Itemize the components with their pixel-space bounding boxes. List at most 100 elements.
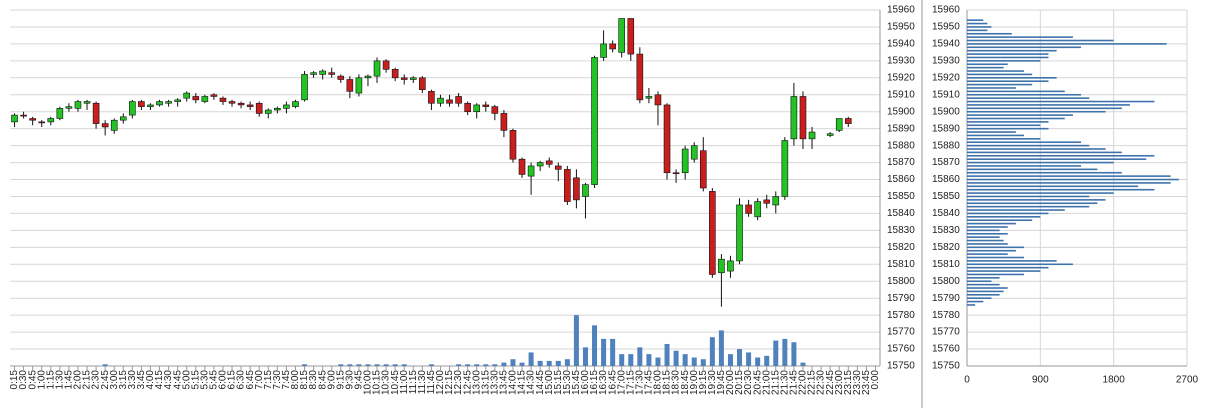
profile-bar <box>967 171 1122 174</box>
volume-bar <box>555 360 561 366</box>
candle-body <box>428 91 435 104</box>
x-tick-label: 21:30 <box>779 370 790 395</box>
volume-bar <box>483 364 489 366</box>
candle-body <box>690 145 698 160</box>
profile-bar <box>967 256 1025 259</box>
x-tick-label: 19:15 <box>698 370 709 395</box>
profile-bar <box>967 232 1008 235</box>
volume-bar <box>510 359 516 366</box>
profile-bar <box>967 304 976 306</box>
profile-bar <box>967 168 1098 171</box>
profile-bar <box>967 141 1082 144</box>
candle-body <box>763 199 771 204</box>
candle-body <box>727 260 734 272</box>
profile-bar <box>967 49 1057 52</box>
profile-bar <box>967 226 1008 228</box>
x-tick-label: 5:30 <box>199 370 210 390</box>
x-tick-label: 14:30 <box>526 370 537 395</box>
profile-bar <box>967 182 1171 184</box>
candle-body <box>382 60 390 70</box>
volume-bar <box>773 340 779 366</box>
x-tick-label: 9:30 <box>344 370 355 390</box>
x-tick-label: 11:00 <box>399 370 410 395</box>
y-tick-label: 15920 <box>932 72 960 83</box>
x-tick-label: 2:30 <box>91 370 102 390</box>
x-tick-label: 1:15 <box>45 370 56 390</box>
profile-bar <box>967 222 1016 225</box>
x-tick-label: 2:00 <box>73 370 84 390</box>
volume-bar <box>428 364 434 366</box>
profile-bar <box>967 188 1155 191</box>
y-tick-label: 15760 <box>932 344 960 355</box>
candle-body <box>391 69 399 79</box>
candle-body <box>736 204 743 262</box>
candle-body <box>119 116 127 121</box>
x-tick-label: 16:45 <box>607 370 618 395</box>
x-tick-label: 11:45 <box>426 370 437 395</box>
y-tick-label: 15830 <box>932 225 960 236</box>
candle-body <box>709 191 716 275</box>
profile-bar <box>967 212 1049 215</box>
candle-body <box>156 101 163 106</box>
candle-body <box>47 118 55 123</box>
profile-bar <box>967 294 1000 296</box>
profile-bar <box>967 270 1041 272</box>
volume-bar <box>582 347 588 366</box>
x-tick-label: 15:00 <box>544 370 555 395</box>
x-tick-label: 21:00 <box>761 370 772 395</box>
volume-bar <box>782 338 788 366</box>
volume-bar <box>637 347 643 366</box>
candle-body <box>699 150 707 189</box>
y-tick-label: 15750 <box>887 361 915 372</box>
candle-body <box>319 70 326 75</box>
candle-body <box>491 106 499 114</box>
profile-bar <box>967 263 1073 266</box>
x-tick-label: 0:15 <box>9 370 20 390</box>
candle-body <box>210 94 218 97</box>
candle-body <box>147 104 154 107</box>
x-tick-label: 7:45 <box>281 370 292 390</box>
candle-body <box>536 162 544 167</box>
y-tick-label: 15790 <box>887 293 915 304</box>
volume-bar <box>592 325 598 366</box>
y-tick-label: 15890 <box>932 123 960 134</box>
candle-body <box>83 101 91 104</box>
profile-bar <box>967 148 1106 150</box>
profile-bar <box>967 243 1008 245</box>
y-tick-label: 15870 <box>932 157 960 168</box>
x-tick-label: 23:15 <box>843 370 854 395</box>
profile-bar <box>967 249 1016 252</box>
candle-body <box>38 121 46 124</box>
profile-bar <box>967 26 992 28</box>
candle-body <box>246 104 254 107</box>
volume-bar <box>664 343 670 366</box>
y-tick-label: 15820 <box>932 242 960 253</box>
candle-body <box>627 18 635 55</box>
x-tick-label: 10:15 <box>372 370 383 395</box>
candle-body <box>364 75 372 79</box>
x-tick-label: 15:45 <box>571 370 582 395</box>
profile-bar <box>967 66 1004 69</box>
x-tick-label: 900 <box>1032 375 1049 386</box>
candle-body <box>292 101 299 107</box>
x-tick-label: 1800 <box>1103 375 1126 386</box>
x-tick-label: 22:45 <box>825 370 836 395</box>
profile-bar <box>967 246 1025 249</box>
candle-body <box>400 77 408 80</box>
profile-bar <box>967 165 1082 167</box>
x-tick-label: 23:00 <box>834 370 845 395</box>
profile-bar <box>967 29 988 32</box>
x-tick-label: 2700 <box>1176 375 1199 386</box>
y-tick-label: 15950 <box>932 22 960 33</box>
profile-bar <box>967 205 1090 208</box>
candle-body <box>573 177 580 201</box>
x-tick-label: 18:00 <box>653 370 664 395</box>
candle-body <box>609 43 616 50</box>
x-tick-label: 20:30 <box>743 370 754 395</box>
candle-body <box>545 160 553 165</box>
profile-bar <box>967 70 1025 72</box>
candle-body <box>745 204 752 214</box>
profile-bar <box>967 19 984 21</box>
candle-body <box>301 74 308 101</box>
